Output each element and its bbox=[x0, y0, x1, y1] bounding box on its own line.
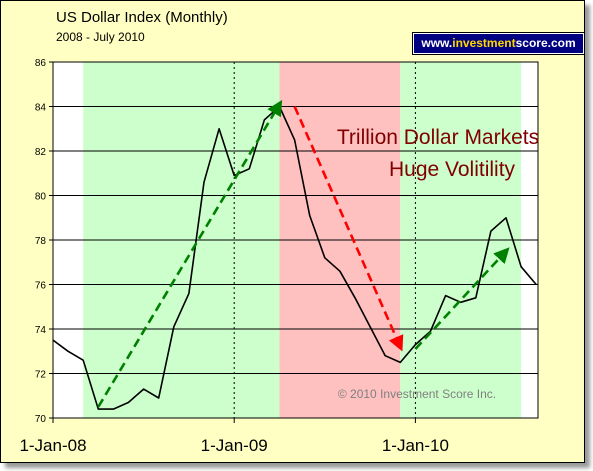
series-group bbox=[52, 105, 537, 410]
headline-line2: Huge Volitility bbox=[389, 158, 516, 181]
trend-arrow-1 bbox=[97, 99, 283, 408]
y-tick-label: 80 bbox=[35, 192, 47, 203]
chart-subtitle: 2008 - July 2010 bbox=[56, 30, 145, 44]
y-tick-label: 78 bbox=[35, 236, 47, 247]
banner-prefix: www. bbox=[421, 36, 453, 50]
chart-title: US Dollar Index (Monthly) bbox=[56, 9, 228, 26]
website-banner[interactable]: www.investmentscore.com bbox=[413, 33, 584, 54]
y-tick-label: 72 bbox=[35, 370, 47, 381]
gridlines bbox=[53, 62, 538, 418]
banner-suffix: score.com bbox=[515, 36, 576, 50]
y-axis: 70 72 74 76 78 80 82 84 86 bbox=[35, 58, 53, 425]
trend-arrow-3 bbox=[414, 247, 510, 350]
y-tick-label: 76 bbox=[35, 281, 47, 292]
y-tick-label: 74 bbox=[35, 325, 47, 336]
trend-arrow-2 bbox=[293, 105, 404, 352]
x-tick-label: 1-Jan-10 bbox=[382, 436, 449, 455]
x-axis: 1-Jan-08 1-Jan-09 1-Jan-10 bbox=[19, 418, 449, 455]
y-tick-label: 84 bbox=[35, 103, 47, 114]
trend-arrows bbox=[97, 99, 510, 408]
headline-line1: Trillion Dollar Markets bbox=[337, 126, 539, 149]
y-tick-label: 70 bbox=[35, 414, 47, 425]
copyright-notice: © 2010 Investment Score Inc. bbox=[338, 387, 496, 401]
series-line-1 bbox=[52, 105, 537, 410]
y-tick-label: 82 bbox=[35, 147, 47, 158]
banner-highlight: investment bbox=[452, 36, 516, 50]
x-tick-label: 1-Jan-09 bbox=[201, 436, 268, 455]
y-tick-label: 86 bbox=[35, 58, 47, 69]
x-tick-label: 1-Jan-08 bbox=[19, 436, 86, 455]
